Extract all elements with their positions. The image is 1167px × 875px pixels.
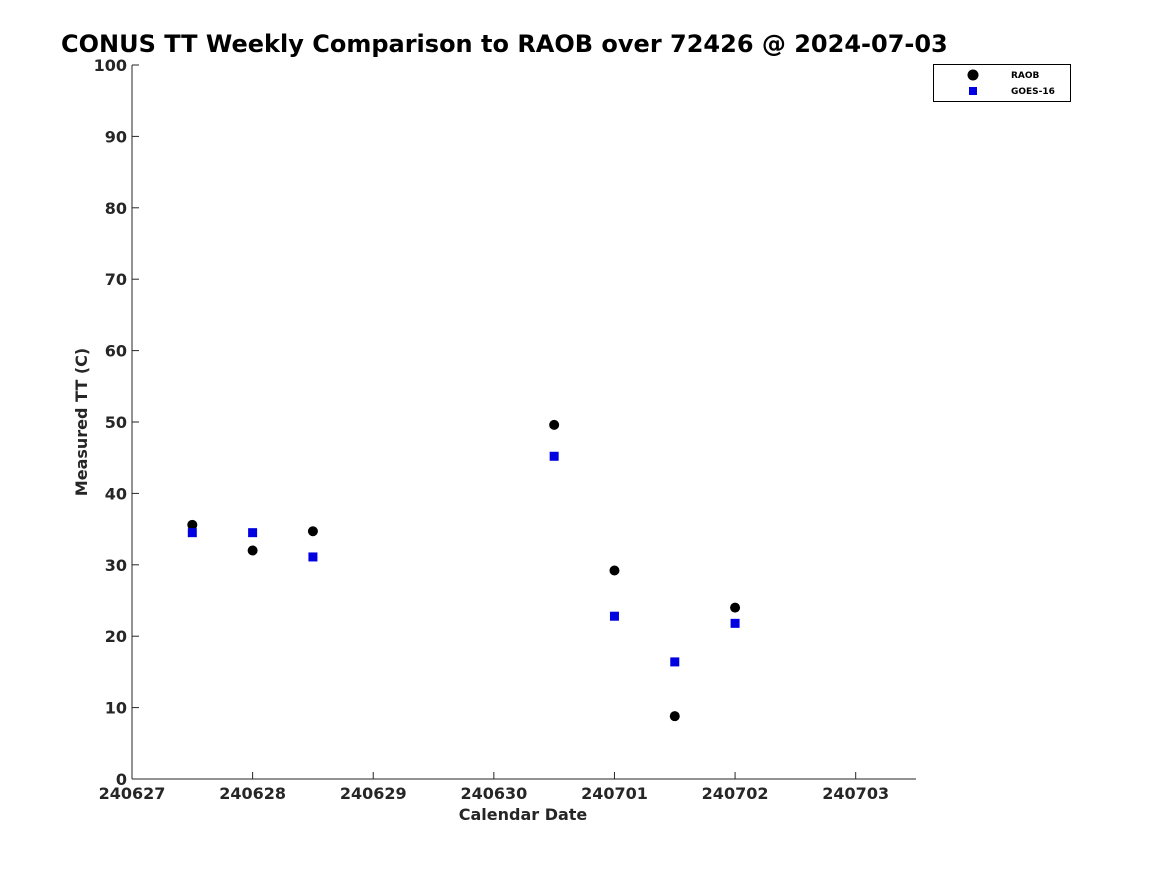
y-tick-label: 90 [105,127,127,146]
goes-16-point [308,552,318,562]
raob-point [609,565,620,576]
x-tick-label: 240629 [340,784,407,803]
y-tick-label: 0 [116,770,127,789]
goes-16-point [187,528,197,538]
y-tick-label: 100 [94,56,127,75]
raob-point [730,602,741,613]
goes-16-point [670,657,680,667]
y-tick-label: 60 [105,342,127,361]
x-tick-label: 240701 [581,784,648,803]
y-tick-label: 50 [105,413,127,432]
x-axis-ticks: 240627 240628 240629 240630 240701 240702 2407… [99,772,889,803]
chart-title: CONUS TT Weekly Comparison to RAOB over … [61,30,948,58]
y-axis-label: Measured TT (C) [72,348,91,496]
series-raob [187,419,741,722]
legend-label: GOES-16 [1011,87,1055,97]
y-tick-label: 20 [105,627,127,646]
legend: RAOB GOES-16 [933,64,1071,102]
y-tick-label: 70 [105,270,127,289]
axes [131,65,916,780]
raob-point [247,545,258,556]
data-points [187,419,741,722]
y-axis-ticks: 0 10 20 30 40 50 60 70 80 90 100 [94,56,139,789]
y-tick-label: 30 [105,556,127,575]
x-axis-label: Calendar Date [459,805,588,824]
y-tick-label: 80 [105,199,127,218]
legend-marker-raob [967,69,979,81]
series-goes-16 [187,451,740,667]
raob-point [549,419,560,430]
raob-point [187,519,198,530]
goes-16-point [549,451,559,461]
legend-label: RAOB [1011,71,1040,81]
legend-marker-goes-16 [969,87,977,95]
x-tick-label: 240630 [460,784,527,803]
x-tick-label: 240703 [822,784,889,803]
raob-point [669,711,680,722]
y-tick-label: 40 [105,484,127,503]
raob-point [307,526,318,537]
y-tick-label: 10 [105,699,127,718]
goes-16-point [609,611,619,621]
x-tick-label: 240627 [99,784,166,803]
goes-16-point [730,618,740,628]
x-tick-label: 240628 [219,784,286,803]
x-tick-label: 240702 [702,784,769,803]
goes-16-point [248,528,258,538]
legend-box [933,64,1071,102]
